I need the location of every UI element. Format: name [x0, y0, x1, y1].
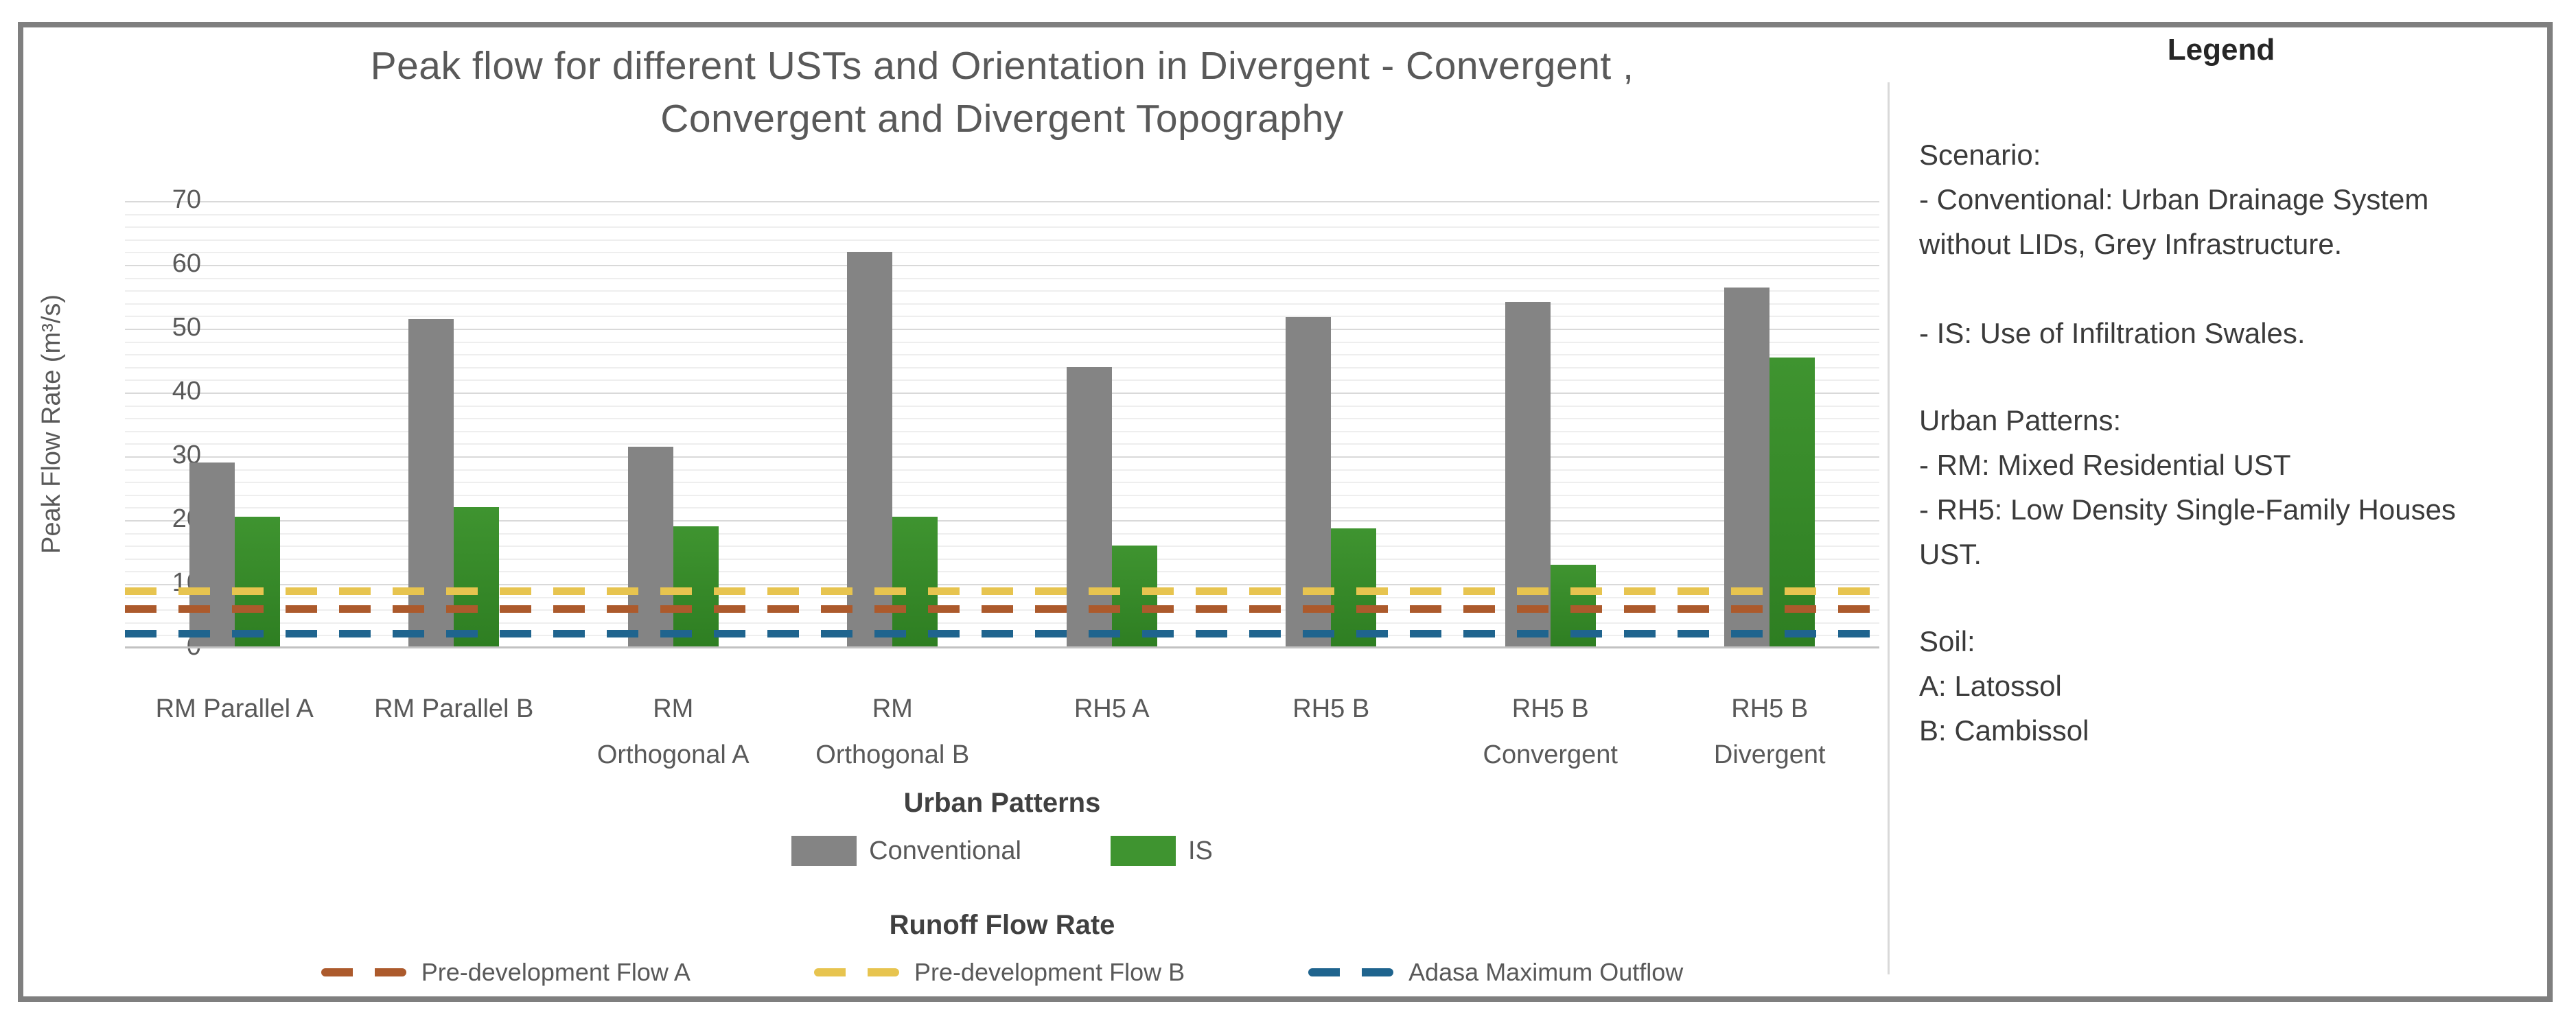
minor-gridline: [125, 418, 1879, 420]
bar-is-3: [673, 526, 719, 648]
x-category-label: RH5 B: [1292, 694, 1370, 723]
ref-dash-swatch: [1308, 968, 1394, 976]
chart-title: Peak flow for different USTs and Orienta…: [137, 40, 1867, 145]
minor-gridline: [125, 290, 1879, 292]
minor-gridline: [125, 571, 1879, 573]
y-tick-label: 70: [172, 185, 201, 214]
ref-line-adasa-maximum-outflow: [125, 629, 1879, 637]
ref-legend-item: Pre-development Flow B: [813, 958, 1185, 987]
major-gridline: [125, 456, 1879, 458]
major-gridline: [125, 201, 1879, 202]
minor-gridline: [125, 546, 1879, 548]
legend-panel: Legend Scenario: - Conventional: Urban D…: [1919, 33, 2523, 795]
series-legend-item: Conventional: [791, 836, 1021, 866]
minor-gridline: [125, 622, 1879, 624]
y-tick-label: 40: [172, 377, 201, 406]
major-gridline: [125, 329, 1879, 330]
x-category-label: RM Orthogonal A: [596, 694, 750, 769]
ref-lines-legend: Pre-development Flow A Pre-development Fl…: [125, 958, 1879, 987]
series-legend: Conventional IS: [125, 836, 1879, 866]
x-category-label: RM Parallel B: [374, 694, 534, 723]
ref-legend-item: Adasa Maximum Outflow: [1308, 958, 1683, 987]
ref-legend-label: Pre-development Flow B: [914, 958, 1185, 986]
x-category-label: RM Orthogonal B: [815, 694, 970, 769]
bar-is-8: [1769, 357, 1815, 648]
ref-legend-label: Pre-development Flow A: [421, 958, 691, 986]
bar-conventional-5: [1066, 366, 1112, 648]
minor-gridline: [125, 443, 1879, 445]
series-swatch-is: [1110, 836, 1176, 866]
minor-gridline: [125, 379, 1879, 382]
x-category-label: RH5 A: [1074, 694, 1150, 723]
y-tick-label: 50: [172, 313, 201, 342]
major-gridline: [125, 520, 1879, 522]
minor-gridline: [125, 277, 1879, 279]
series-legend-item: IS: [1110, 836, 1213, 866]
series-legend-label: IS: [1187, 836, 1213, 865]
chart-title-line1: Peak flow for different USTs and Orienta…: [370, 44, 1634, 88]
bar-is-2: [454, 507, 500, 648]
legend-panel-section: Scenario: - Conventional: Urban Drainage…: [1919, 139, 2429, 349]
minor-gridline: [125, 341, 1879, 343]
minor-gridline: [125, 354, 1879, 356]
minor-gridline: [125, 252, 1879, 254]
ref-legend-label: Adasa Maximum Outflow: [1408, 958, 1684, 986]
ref-legend-item: Pre-development Flow A: [321, 958, 691, 987]
chart-title-line2: Convergent and Divergent Topography: [660, 96, 1344, 141]
x-category-label: RH5 B Divergent: [1713, 694, 1826, 769]
panel-separator-line: [1888, 82, 1890, 974]
plot-area: [125, 201, 1879, 648]
x-category-label: RM Parallel A: [155, 694, 314, 723]
bar-conventional-4: [847, 252, 893, 648]
ref-line-pre-development-flow-a: [125, 605, 1879, 613]
minor-gridline: [125, 316, 1879, 318]
x-category-label: RH5 B Convergent: [1483, 694, 1618, 769]
x-axis-line: [125, 646, 1879, 648]
minor-gridline: [125, 494, 1879, 496]
bar-conventional-3: [627, 447, 673, 648]
series-legend-label: Conventional: [869, 836, 1021, 865]
minor-gridline: [125, 213, 1879, 215]
legend-panel-section: Urban Patterns: - RM: Mixed Residential …: [1919, 404, 2456, 570]
ref-legend-title: Runoff Flow Rate: [889, 910, 1115, 940]
x-axis-title: Urban Patterns: [903, 788, 1101, 818]
y-tick-label: 60: [172, 249, 201, 278]
minor-gridline: [125, 239, 1879, 241]
minor-gridline: [125, 430, 1879, 432]
minor-gridline: [125, 596, 1879, 598]
major-gridline: [125, 265, 1879, 266]
minor-gridline: [125, 532, 1879, 535]
bar-is-1: [234, 517, 280, 648]
minor-gridline: [125, 366, 1879, 368]
minor-gridline: [125, 482, 1879, 484]
minor-gridline: [125, 226, 1879, 229]
bar-conventional-6: [1286, 317, 1332, 648]
ref-dash-swatch: [813, 968, 899, 976]
legend-panel-section: Soil: A: Latossol B: Cambissol: [1919, 625, 2089, 747]
minor-gridline: [125, 469, 1879, 471]
minor-gridline: [125, 558, 1879, 560]
series-swatch-conventional: [791, 836, 857, 866]
bar-is-4: [892, 517, 938, 648]
legend-panel-text: Scenario: - Conventional: Urban Drainage…: [1919, 132, 2523, 753]
legend-panel-title: Legend: [2167, 33, 2275, 67]
minor-gridline: [125, 303, 1879, 305]
minor-gridline: [125, 405, 1879, 407]
major-gridline: [125, 584, 1879, 585]
ref-line-pre-development-flow-b: [125, 587, 1879, 596]
bar-conventional-1: [189, 463, 235, 648]
ref-dash-swatch: [321, 968, 406, 976]
bar-conventional-7: [1505, 301, 1551, 648]
minor-gridline: [125, 507, 1879, 509]
bar-conventional-2: [408, 319, 454, 648]
major-gridline: [125, 393, 1879, 394]
